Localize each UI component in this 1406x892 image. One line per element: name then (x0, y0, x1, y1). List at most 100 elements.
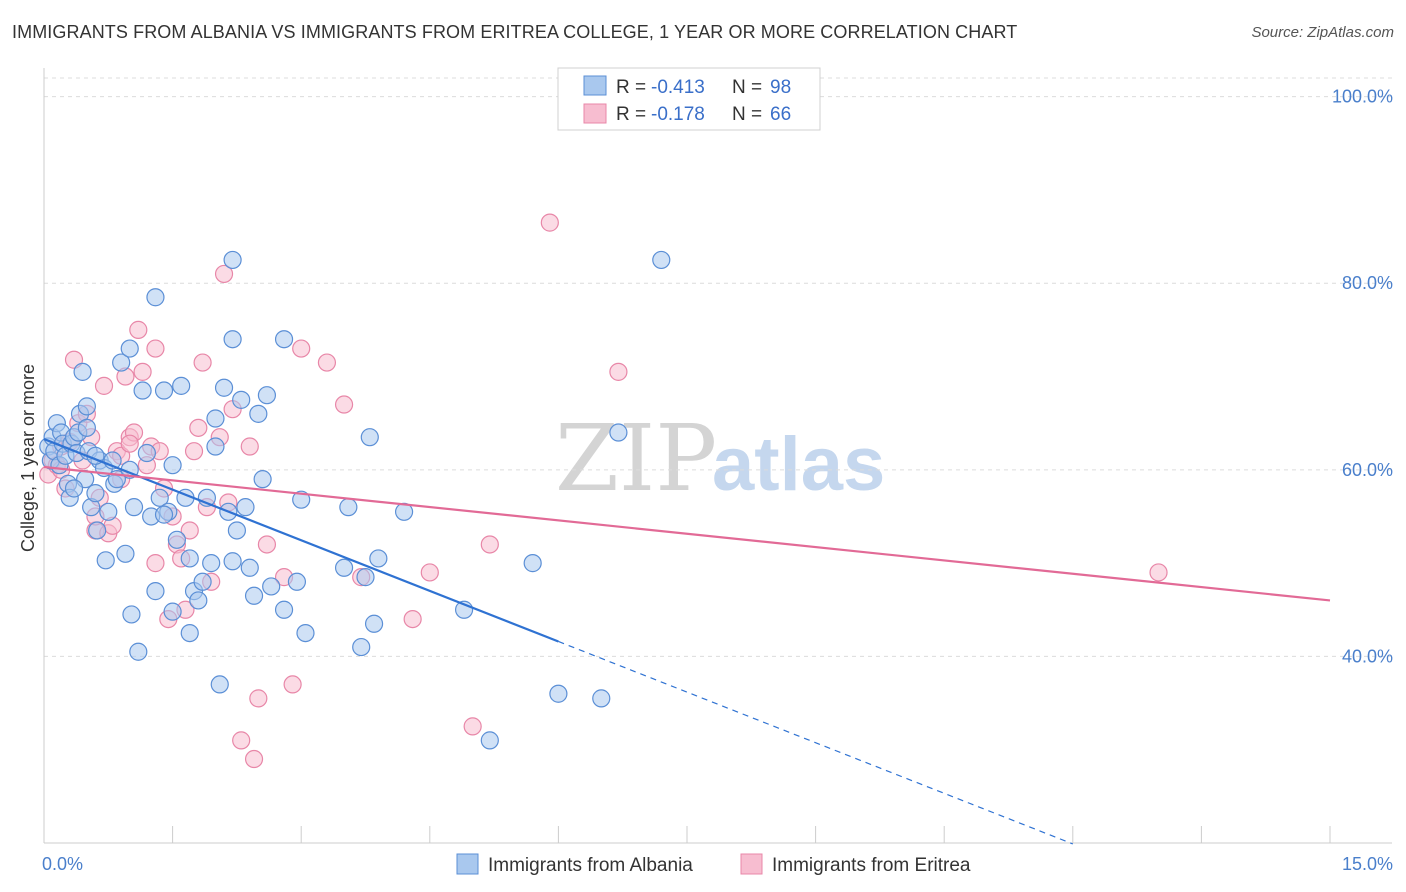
albania-point (154, 381, 174, 400)
albania-point (334, 558, 354, 577)
albania-point (214, 378, 234, 397)
eritrea-point (214, 264, 234, 284)
trend-lines (43, 438, 1331, 845)
albania-point (133, 381, 152, 400)
eritrea-point (249, 689, 268, 708)
albania-point (150, 488, 169, 507)
albania-point (77, 397, 96, 416)
albania-point (124, 498, 144, 517)
albania-point (64, 479, 84, 498)
albania-point (232, 390, 251, 409)
legend-r-value-eritrea: -0.178 (651, 104, 705, 125)
albania-point (120, 339, 139, 358)
albania-point (116, 544, 135, 563)
albania-point (360, 428, 379, 447)
eritrea-point (180, 521, 199, 540)
series-label-eritrea: Immigrants from Eritrea (772, 855, 971, 876)
albania-point (364, 614, 384, 633)
correlation-legend: R = -0.413 N = 98 R = -0.178 N = 66 (557, 67, 821, 131)
eritrea-point (94, 376, 114, 395)
eritrea-point (463, 717, 482, 736)
eritrea-point (420, 563, 439, 582)
eritrea-point (146, 339, 165, 358)
albania-point (292, 490, 311, 509)
series-swatch-albania (456, 853, 479, 875)
albania-point (112, 353, 131, 372)
albania-point (99, 502, 118, 521)
albania-point (253, 470, 272, 489)
albania-point (240, 558, 259, 577)
albania-point (206, 409, 225, 428)
albania-point (146, 288, 165, 307)
y-tick-labels: 40.0% 60.0% 80.0% 100.0% (1332, 87, 1393, 667)
albania-trend-line (43, 438, 559, 643)
albania-point (652, 250, 671, 270)
source-credit: Source: ZipAtlas.com (1251, 24, 1394, 41)
albania-point (249, 404, 268, 423)
albania-point (189, 591, 208, 610)
eritrea-trend-line (43, 465, 1331, 602)
albania-point (180, 623, 199, 643)
albania-point (262, 577, 281, 596)
x-tick-label: 0.0% (42, 854, 83, 874)
albania-point (287, 572, 307, 591)
eritrea-point (146, 554, 165, 573)
x-tick-labels: 0.0% 15.0% (42, 854, 1393, 874)
watermark-zip: ZIP (555, 405, 717, 512)
albania-point (236, 498, 255, 517)
albania-point (163, 602, 182, 621)
albania-point (180, 549, 199, 568)
albania-point (167, 530, 186, 549)
legend-n-label-albania: N = (732, 77, 762, 98)
eritrea-point (232, 731, 251, 750)
albania-point (592, 689, 611, 708)
eritrea-point (240, 437, 259, 456)
albania-point (193, 572, 212, 591)
eritrea-point (292, 339, 311, 358)
eritrea-point (317, 353, 337, 372)
albania-point (154, 505, 174, 524)
eritrea-point (283, 675, 302, 694)
eritrea-point (184, 442, 204, 461)
albania-trend-extension (558, 640, 1074, 845)
eritrea-point (244, 749, 264, 769)
albania-point (206, 437, 225, 456)
albania-point (202, 554, 221, 573)
zipatlas-watermark: ZIP atlas (555, 405, 885, 512)
albania-point (227, 521, 246, 540)
legend-r-label-eritrea: R = (616, 104, 646, 125)
series-legend: Immigrants from Albania Immigrants from … (456, 853, 971, 876)
albania-point (172, 376, 191, 395)
y-tick-label: 60.0% (1342, 460, 1393, 480)
albania-point (296, 623, 315, 643)
albania-point (223, 250, 242, 270)
legend-r-label-albania: R = (616, 77, 646, 98)
eritrea-point (334, 395, 354, 414)
albania-points (39, 250, 671, 750)
legend-n-value-albania: 98 (770, 77, 791, 98)
albania-point (88, 521, 107, 540)
albania-point (356, 568, 375, 587)
albania-point (137, 443, 156, 463)
albania-point (339, 498, 358, 517)
y-tick-label: 100.0% (1332, 87, 1393, 107)
albania-point (96, 551, 115, 570)
albania-point (549, 684, 568, 703)
eritrea-point (129, 320, 148, 339)
y-tick-label: 40.0% (1342, 646, 1393, 666)
albania-point (223, 552, 242, 571)
eritrea-point (120, 434, 139, 453)
x-tick-label: 15.0% (1342, 854, 1393, 874)
eritrea-point (193, 353, 212, 372)
albania-point (122, 605, 141, 624)
eritrea-point (540, 213, 559, 232)
albania-point (244, 586, 264, 605)
legend-swatch-eritrea (583, 103, 607, 124)
albania-point (480, 731, 499, 750)
eritrea-point (133, 362, 152, 381)
legend-r-value-albania: -0.413 (651, 77, 705, 98)
albania-point (274, 600, 294, 619)
albania-point (146, 582, 165, 601)
albania-point (257, 386, 277, 405)
albania-point (163, 456, 182, 475)
